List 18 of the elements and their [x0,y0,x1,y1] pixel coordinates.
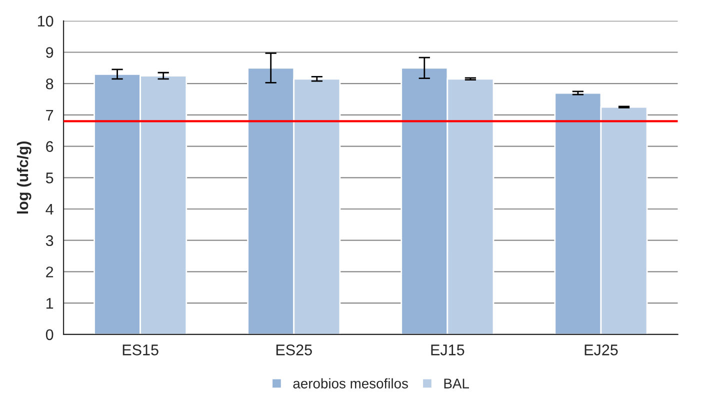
y-tick-label: 4 [46,204,54,215]
legend-label: aerobios mesofilos [293,378,408,388]
x-tick-label: EJ15 [431,344,464,356]
y-tick-label: 6 [46,141,54,152]
y-tick-label: 10 [38,16,54,27]
y-tick-label: 8 [46,78,54,90]
y-tick-label: 1 [46,298,54,309]
legend-label: BAL [444,378,469,388]
y-tick-label: 5 [46,172,54,184]
x-tick-label: ES25 [276,344,312,356]
x-tick-label: ES15 [122,344,158,356]
y-tick-label: 7 [46,110,54,120]
y-tick-label: 9 [46,47,54,58]
x-tick-label: EJ25 [584,344,618,356]
y-tick-label: 2 [46,266,54,278]
y-axis-title: log (ufc/g) [16,141,32,214]
y-tick-label: 0 [46,329,54,340]
y-tick-label: 3 [46,235,54,246]
